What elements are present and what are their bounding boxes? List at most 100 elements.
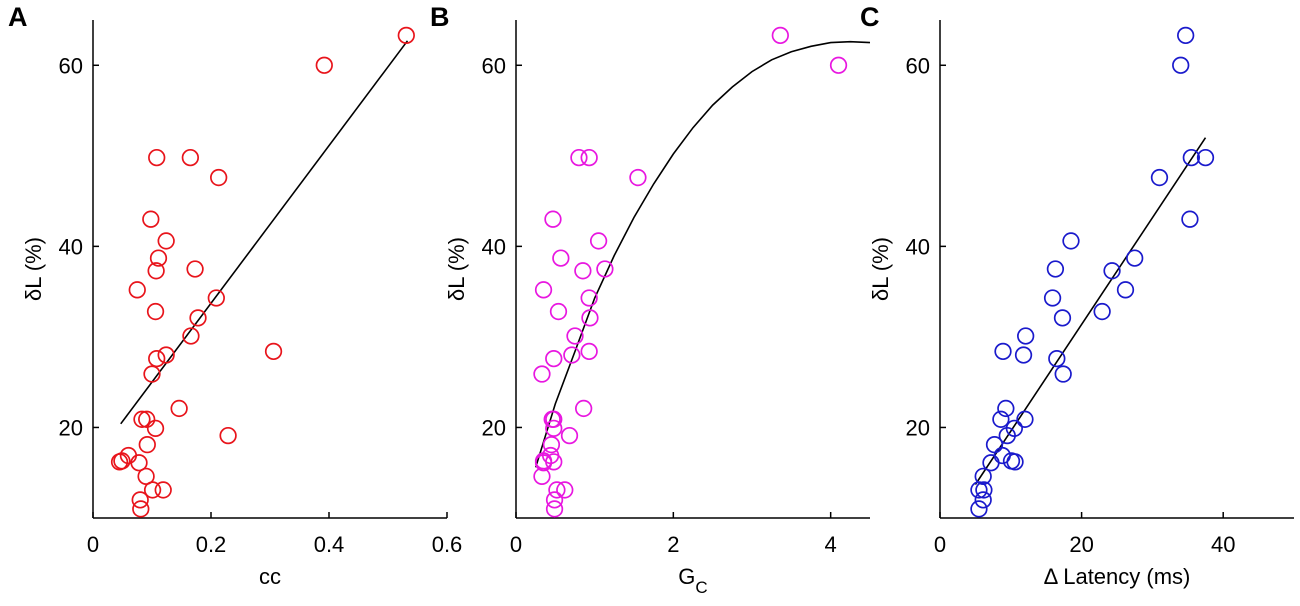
- data-point-b: [542, 436, 561, 454]
- data-point-a: [182, 327, 200, 345]
- data-point-c: [1103, 262, 1121, 280]
- data-point-a: [131, 491, 149, 509]
- data-point-b: [560, 426, 579, 445]
- data-point-b: [543, 410, 561, 428]
- panel-c: C 20 40 60 0 20 40 δL (%) Δ Latency (ms): [860, 2, 1294, 589]
- data-point-b: [534, 454, 553, 472]
- data-point-b: [548, 481, 566, 499]
- y-tick-label-c: 40: [906, 234, 930, 259]
- y-axis-label-b: δL (%): [444, 237, 469, 301]
- panel-a: A 20 40 60 0 0.2 0.4 0.6 δL (%) cc: [8, 2, 462, 589]
- fit-curve-b: [534, 40, 871, 468]
- y-tick-label-a: 40: [59, 234, 83, 259]
- x-axis-label-b: GC: [678, 564, 707, 597]
- panel-letter-b: B: [430, 2, 450, 32]
- data-point-a: [315, 56, 333, 74]
- data-point-c: [1182, 148, 1200, 167]
- data-point-c: [1048, 349, 1066, 368]
- data-point-c: [998, 426, 1016, 445]
- data-point-c: [970, 481, 988, 499]
- data-point-c: [992, 410, 1010, 428]
- x-axis-label-a: cc: [259, 564, 281, 589]
- data-point-a: [149, 249, 168, 267]
- data-point-c: [1116, 281, 1135, 299]
- data-point-a: [142, 210, 160, 228]
- data-point-c: [997, 399, 1015, 418]
- data-point-a: [397, 26, 415, 45]
- data-point-c: [1017, 327, 1035, 345]
- data-point-a: [138, 436, 156, 454]
- data-point-a: [157, 232, 175, 250]
- data-point-c: [1016, 410, 1034, 428]
- data-point-a: [207, 289, 225, 307]
- data-point-b: [574, 262, 592, 280]
- x-tick-label-a: 0.4: [314, 532, 345, 557]
- data-point-a: [189, 309, 207, 327]
- data-point-a: [146, 302, 165, 321]
- data-point-b: [545, 349, 563, 368]
- y-axis-label-c: δL (%): [868, 237, 893, 301]
- data-point-b: [552, 249, 570, 267]
- data-point-a: [264, 342, 283, 361]
- data-point-b: [580, 342, 598, 361]
- x-tick-label-a: 0: [87, 532, 99, 557]
- data-point-b: [580, 148, 598, 167]
- data-point-b: [544, 210, 562, 228]
- data-point-b: [771, 26, 789, 45]
- data-point-b: [545, 491, 564, 509]
- x-tick-label-b: 4: [825, 532, 837, 557]
- data-point-b: [570, 148, 588, 167]
- x-tick-label-a: 0.6: [432, 532, 463, 557]
- data-point-b: [566, 327, 584, 345]
- data-point-c: [1046, 260, 1065, 278]
- y-tick-label-b: 40: [482, 234, 506, 259]
- data-point-c: [1006, 453, 1024, 471]
- data-point-b: [545, 500, 564, 518]
- data-point-c: [1053, 309, 1072, 327]
- data-point-a: [219, 426, 237, 445]
- data-point-a: [133, 410, 151, 428]
- x-tick-label-c: 40: [1211, 532, 1235, 557]
- data-point-c: [1172, 56, 1190, 74]
- x-tick-label-c: 20: [1069, 532, 1093, 557]
- data-point-a: [147, 262, 165, 280]
- data-point-a: [110, 453, 129, 471]
- data-point-a: [143, 481, 162, 499]
- data-point-b: [556, 481, 574, 499]
- data-point-c: [1196, 148, 1215, 167]
- data-point-c: [1054, 365, 1072, 383]
- y-tick-label-b: 60: [482, 53, 506, 78]
- data-point-b: [580, 289, 598, 307]
- data-point-c: [1177, 26, 1195, 45]
- data-point-a: [146, 419, 165, 438]
- data-point-c: [975, 481, 993, 499]
- data-point-a: [130, 454, 148, 472]
- data-point-c: [1062, 232, 1080, 250]
- data-point-c: [1014, 346, 1033, 364]
- data-point-b: [545, 453, 563, 471]
- data-point-a: [181, 148, 200, 167]
- y-tick-label-c: 60: [906, 53, 930, 78]
- data-point-a: [186, 260, 204, 278]
- data-point-a: [143, 365, 161, 383]
- data-point-a: [128, 281, 146, 299]
- panel-letter-c: C: [860, 2, 880, 32]
- y-axis-label-a: δL (%): [21, 237, 46, 301]
- data-point-c: [985, 436, 1004, 454]
- data-point-b: [533, 467, 551, 485]
- data-point-c: [1043, 289, 1062, 307]
- data-point-b: [589, 232, 608, 250]
- data-point-b: [829, 56, 848, 74]
- data-point-c: [982, 454, 1000, 472]
- panel-b: B 20 40 60 0 2 4 δL (%) GC: [430, 2, 871, 597]
- x-tick-label-c: 0: [934, 532, 946, 557]
- data-point-a: [148, 148, 166, 167]
- data-point-a: [137, 467, 155, 485]
- y-tick-label-a: 20: [59, 415, 83, 440]
- data-point-c: [974, 491, 992, 509]
- x-axis-label-c: Δ Latency (ms): [1044, 564, 1191, 589]
- data-point-a: [157, 346, 175, 364]
- data-point-a: [138, 410, 156, 428]
- x-tick-label-a: 0.2: [196, 532, 227, 557]
